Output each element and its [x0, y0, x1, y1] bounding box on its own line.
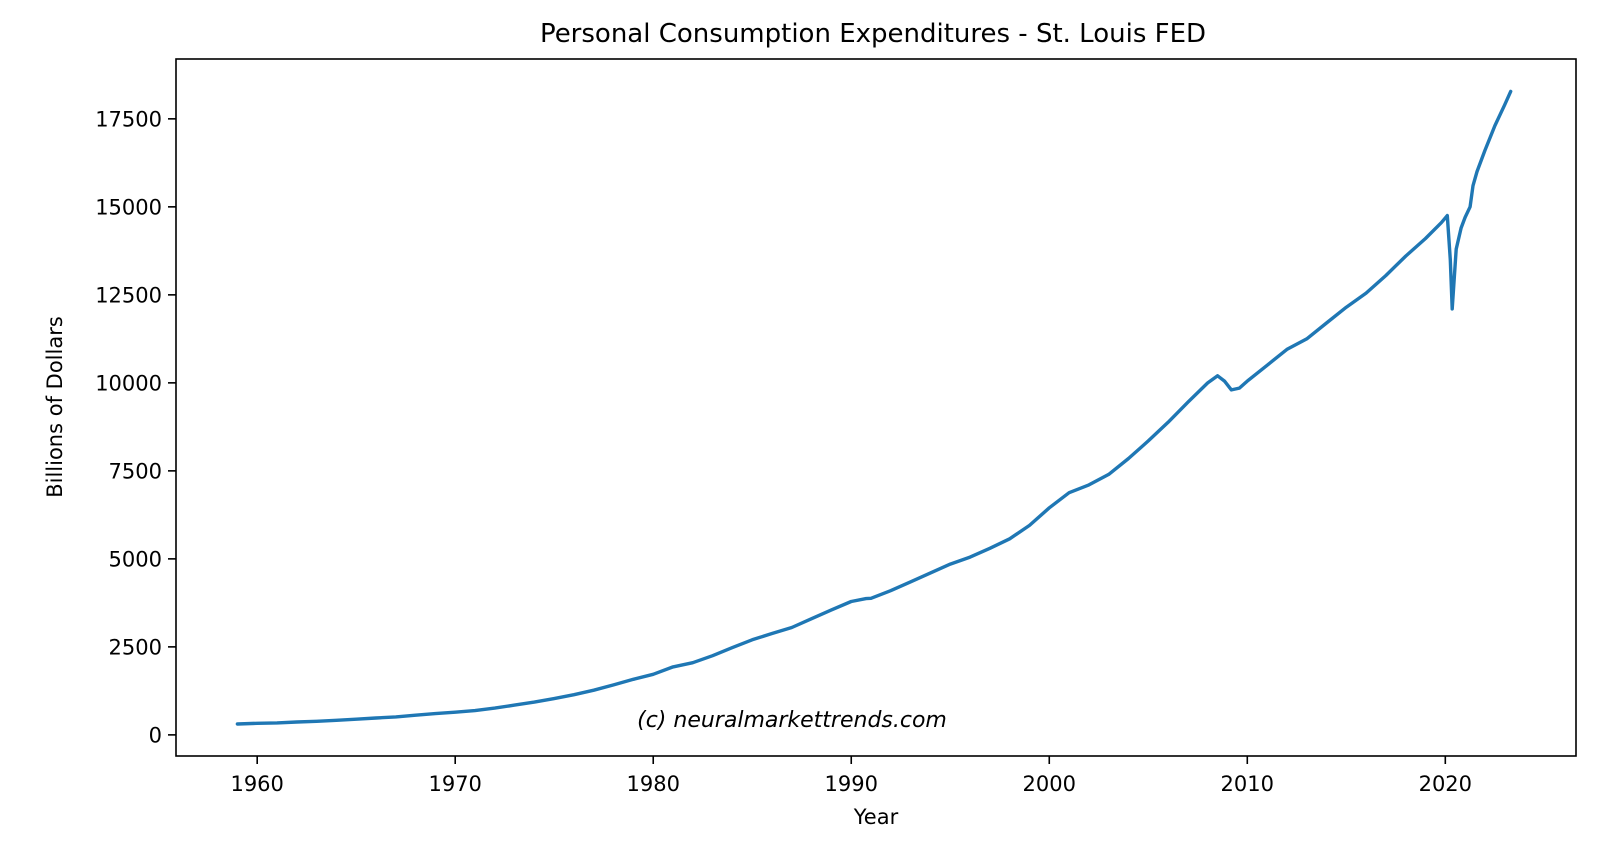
x-tick-label: 1990: [825, 772, 878, 796]
x-tick-label: 2000: [1023, 772, 1076, 796]
y-axis-ticks: 0 2500 5000 7500 10000 12500 15000 17500: [95, 107, 176, 747]
y-tick-label: 2500: [109, 635, 162, 659]
y-axis-label: Billions of Dollars: [43, 316, 67, 498]
y-tick-label: 10000: [95, 371, 162, 395]
chart-title: Personal Consumption Expenditures - St. …: [540, 19, 1206, 49]
plot-area-frame: [175, 58, 1577, 757]
y-tick-label: 12500: [95, 283, 162, 307]
y-tick-label: 7500: [109, 459, 162, 483]
y-tick-label: 17500: [95, 107, 162, 131]
y-tick-label: 5000: [109, 547, 162, 571]
x-axis-ticks: 1960 1970 1980 1990 2000 2010 2020: [230, 756, 1472, 796]
watermark-annotation: (c) neuralmarkettrends.com: [637, 708, 947, 733]
x-tick-label: 1980: [627, 772, 680, 796]
x-tick-label: 2020: [1419, 772, 1472, 796]
x-tick-label: 1970: [428, 772, 481, 796]
y-tick-label: 0: [149, 723, 162, 747]
x-tick-label: 1960: [230, 772, 283, 796]
x-axis-label: Year: [853, 805, 899, 829]
y-tick-label: 15000: [95, 195, 162, 219]
pce-series-line: [235, 89, 1513, 726]
x-tick-label: 2010: [1221, 772, 1274, 796]
